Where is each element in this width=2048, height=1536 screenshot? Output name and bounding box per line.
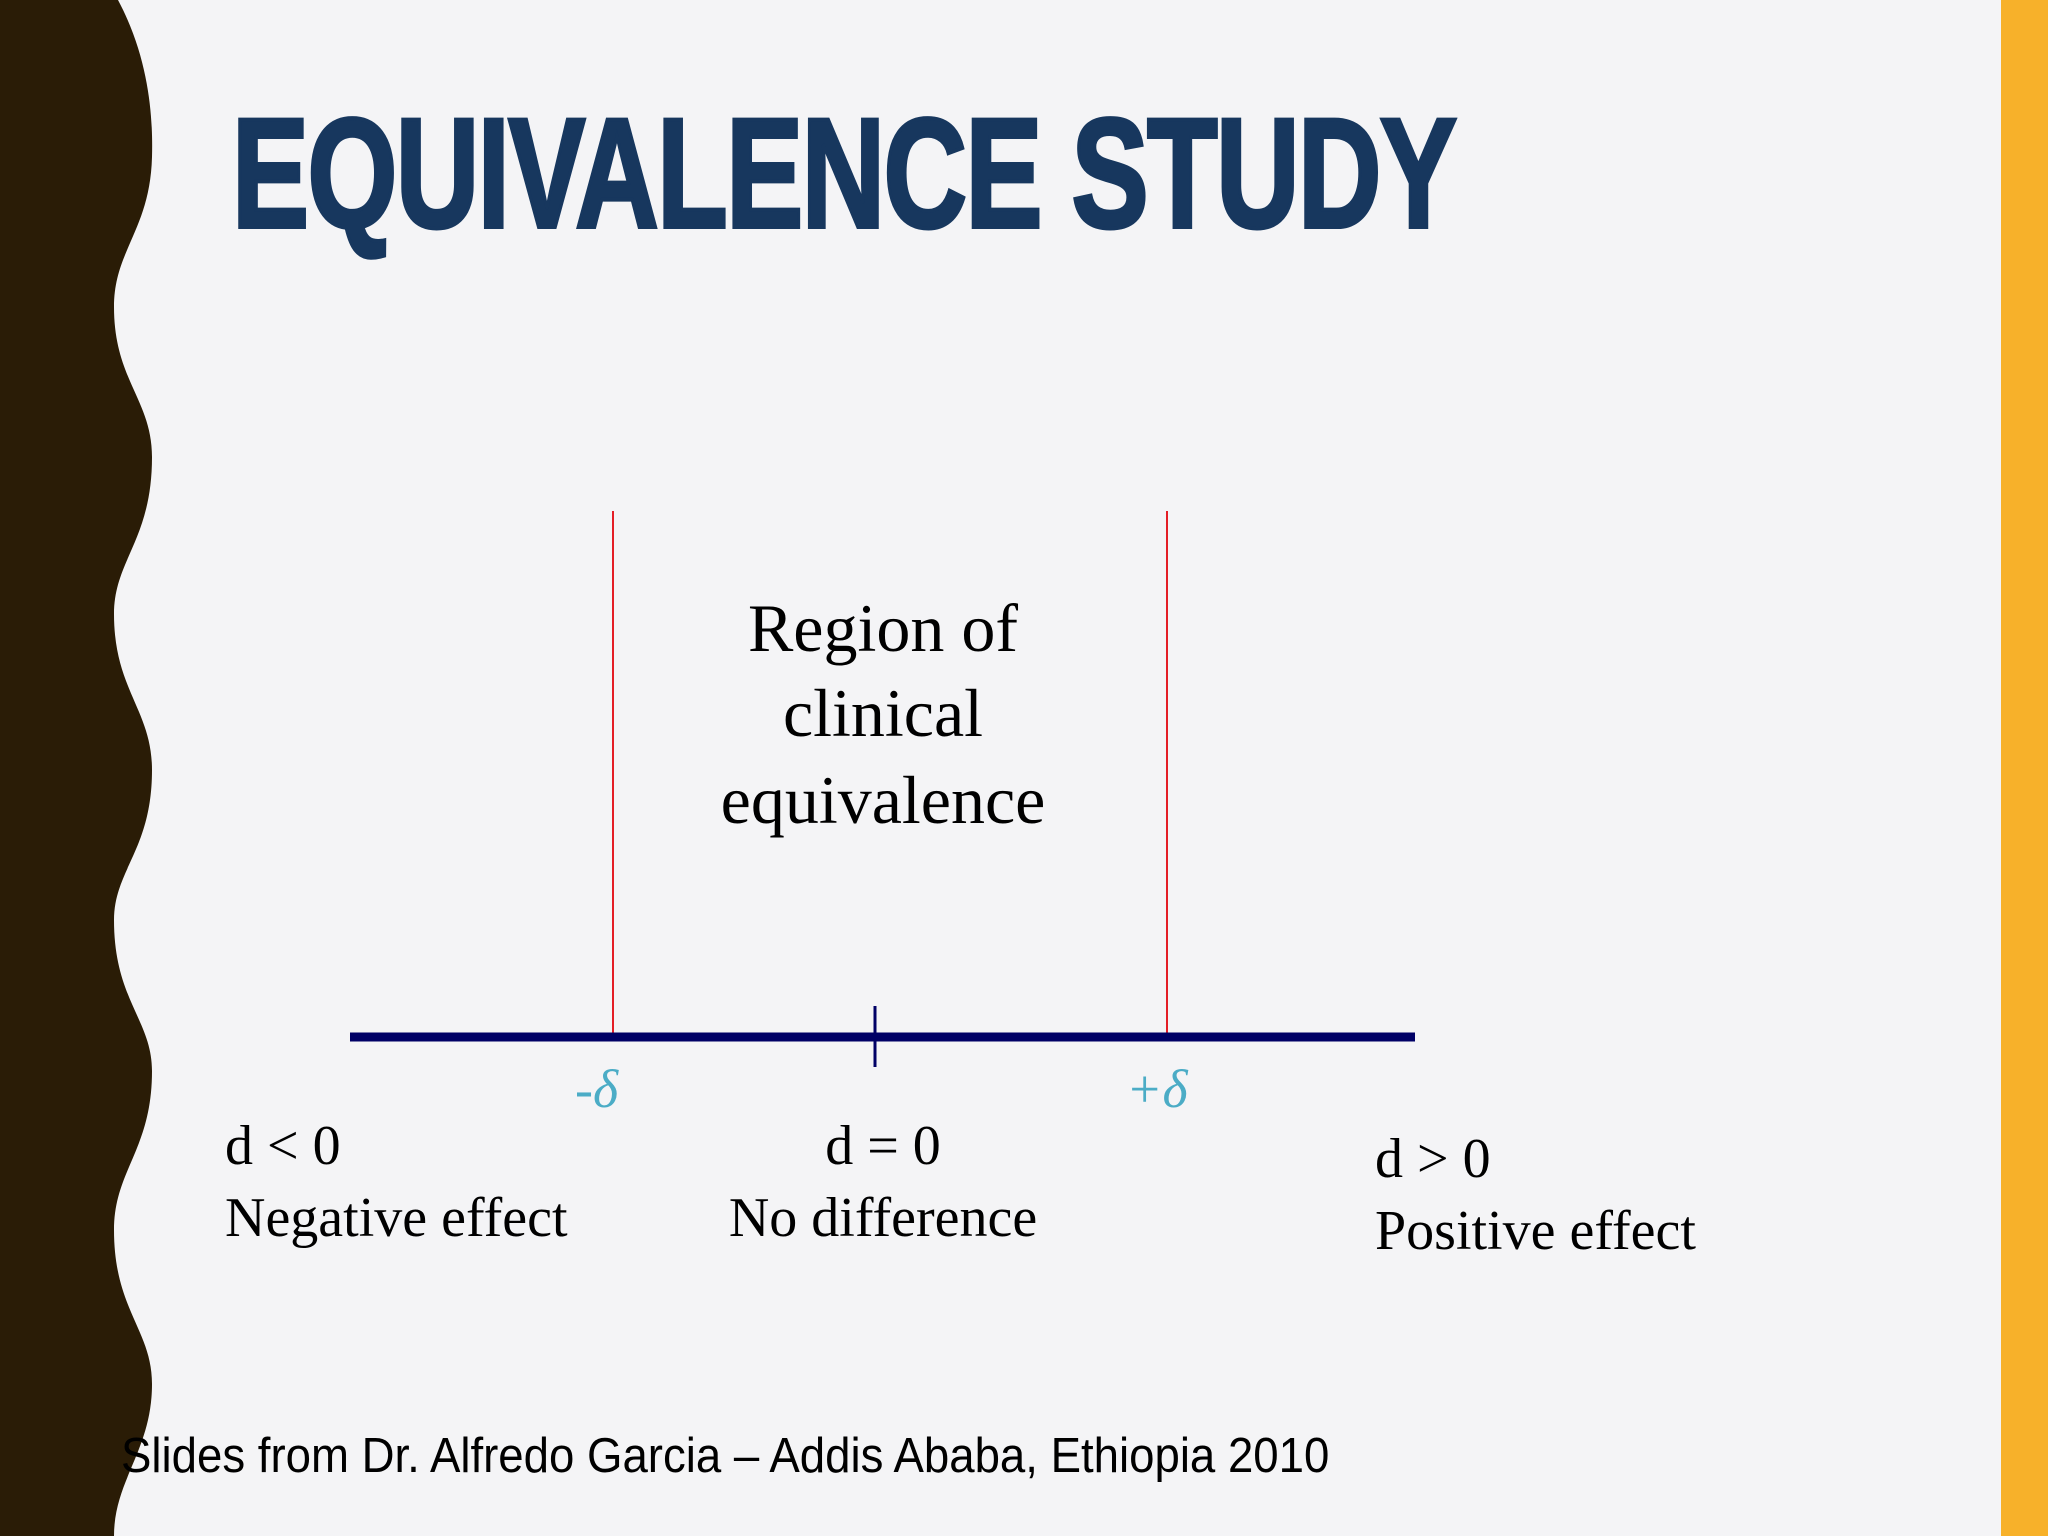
source-footer: Slides from Dr. Alfredo Garcia – Addis A… (121, 1429, 1330, 1483)
positive-condition: d > 0 (1375, 1128, 1491, 1190)
minus-delta-label: -δ (575, 1059, 619, 1119)
negative-effect-label: Negative effect (225, 1187, 568, 1249)
no-difference-label: No difference (728, 1187, 1038, 1249)
left-wavy-band (0, 0, 153, 1536)
plus-delta-label: +δ (1126, 1059, 1188, 1119)
zero-condition: d = 0 (825, 1115, 941, 1177)
slide-title: EQUIVALENCE STUDY (231, 87, 1459, 261)
region-label-line-3: equivalence (720, 762, 1046, 838)
negative-condition: d < 0 (225, 1115, 341, 1177)
positive-effect-label: Positive effect (1375, 1200, 1696, 1262)
region-label-line-1: Region of (747, 590, 1019, 666)
region-label-line-2: clinical (782, 675, 984, 751)
right-accent-bar (2001, 0, 2048, 1536)
